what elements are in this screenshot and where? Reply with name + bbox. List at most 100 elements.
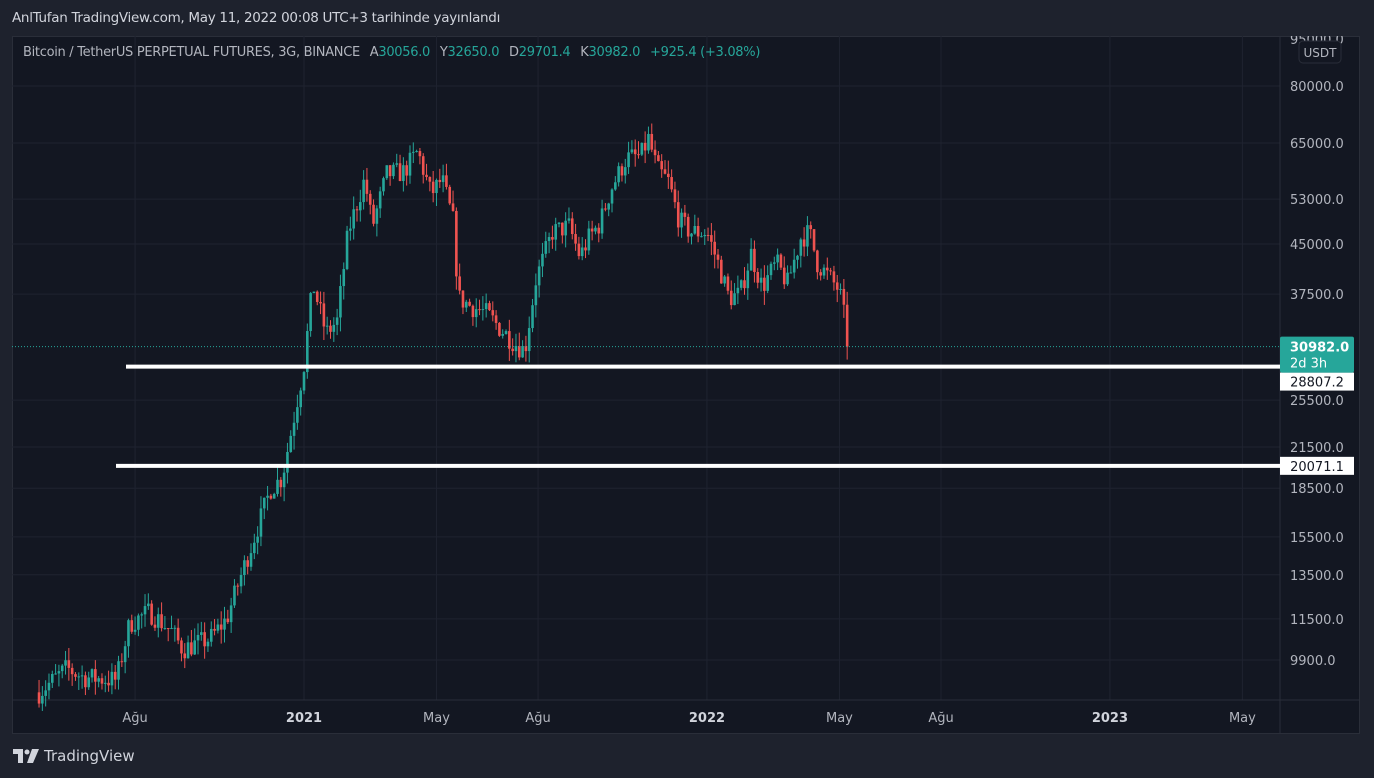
open-value: 30056.0 <box>378 45 431 60</box>
candle-body <box>825 267 829 271</box>
candle-body <box>163 628 167 630</box>
y-tick-label: 15500.0 <box>1290 531 1344 546</box>
candle-body <box>564 220 567 236</box>
x-tick-label: May <box>1229 711 1256 726</box>
candle-body <box>773 262 776 264</box>
candle-body <box>806 225 809 247</box>
candle-body <box>77 676 81 678</box>
candle-body <box>782 267 786 285</box>
candle-body <box>359 202 362 211</box>
candle-body <box>620 166 624 176</box>
candle-body <box>720 259 723 284</box>
candle-body <box>292 422 296 436</box>
candle-body <box>160 614 163 629</box>
candle-body <box>309 293 312 332</box>
y-tick-label: 37500.0 <box>1290 288 1344 303</box>
bar-countdown: 2d 3h <box>1290 357 1327 372</box>
candle-body <box>657 155 660 162</box>
candle-body <box>537 266 541 286</box>
candle-body <box>451 203 455 211</box>
candle-body <box>445 175 448 187</box>
candle-body <box>269 495 273 499</box>
candle-body <box>365 179 369 194</box>
candle-body <box>759 277 763 283</box>
x-tick-label: 2022 <box>689 711 725 726</box>
candle-body <box>196 634 200 641</box>
currency-badge[interactable] <box>1298 40 1342 64</box>
candle-body <box>700 236 703 238</box>
candle-body <box>246 560 249 567</box>
candle-body <box>229 605 233 623</box>
candle-body <box>276 479 279 494</box>
candle-body <box>822 267 826 276</box>
x-tick-label: 2021 <box>286 711 322 726</box>
candle-body <box>80 675 84 677</box>
candle-body <box>388 165 392 177</box>
candle-body <box>524 345 528 352</box>
candle-body <box>190 642 193 655</box>
candle-body <box>673 189 677 203</box>
candle-body <box>481 309 485 311</box>
candle-body <box>567 218 571 221</box>
candle-body <box>743 280 746 289</box>
candle-body <box>604 208 607 210</box>
candle-body <box>842 288 846 305</box>
candle-body <box>498 322 501 336</box>
candle-body <box>103 682 107 684</box>
y-tick-label: 9900.0 <box>1290 654 1336 669</box>
candle-body <box>690 233 693 237</box>
chart-frame[interactable] <box>12 36 1360 734</box>
candle-body <box>120 661 124 663</box>
candle-body <box>577 243 581 257</box>
x-tick-label: Ağu <box>525 711 550 726</box>
candle-body <box>650 133 654 150</box>
candle-body <box>153 624 157 628</box>
candle-body <box>763 277 766 291</box>
candle-body <box>329 325 332 332</box>
candle-body <box>332 324 336 332</box>
candle-body <box>580 247 584 257</box>
candle-body <box>729 290 733 306</box>
y-tick-label: 11500.0 <box>1290 613 1344 628</box>
candle-body <box>183 653 187 659</box>
candle-body <box>362 179 365 203</box>
candle-body <box>368 193 372 205</box>
candle-body <box>352 209 355 229</box>
candle-body <box>64 660 67 666</box>
candle-body <box>637 154 640 156</box>
candle-body <box>753 248 756 273</box>
brand-name: TradingView <box>44 747 135 765</box>
candle-body <box>319 301 322 304</box>
candle-body <box>378 191 382 209</box>
candle-body <box>236 585 240 587</box>
candle-body <box>832 271 836 283</box>
candle-body <box>590 228 594 232</box>
candle-body <box>286 451 289 473</box>
candle-body <box>802 239 806 247</box>
price-chart[interactable]: 95000.080000.065000.053000.045000.037500… <box>12 36 1360 734</box>
candle-body <box>173 627 177 629</box>
tradingview-logo[interactable]: TradingView <box>13 747 135 765</box>
candle-body <box>597 227 601 234</box>
candle-body <box>776 254 779 263</box>
candle-body <box>47 682 51 691</box>
symbol-name: Bitcoin / TetherUS PERPETUAL FUTURES, 3G… <box>23 45 360 60</box>
candle-body <box>203 632 206 647</box>
candle-body <box>484 303 488 310</box>
open-label: A <box>369 45 379 60</box>
candle-body <box>627 152 630 168</box>
candle-body <box>253 542 256 554</box>
candle-body <box>829 270 832 272</box>
candle-body <box>557 222 561 225</box>
x-tick-label: Ağu <box>122 711 147 726</box>
candle-body <box>150 603 153 625</box>
candle-body <box>435 179 438 194</box>
candle-body <box>289 435 293 452</box>
candle-body <box>41 695 44 704</box>
candle-body <box>739 280 743 288</box>
candle-body <box>382 178 385 192</box>
candle-body <box>342 269 346 287</box>
candle-body <box>193 640 197 655</box>
candle-body <box>623 167 627 176</box>
candle-body <box>322 303 326 327</box>
